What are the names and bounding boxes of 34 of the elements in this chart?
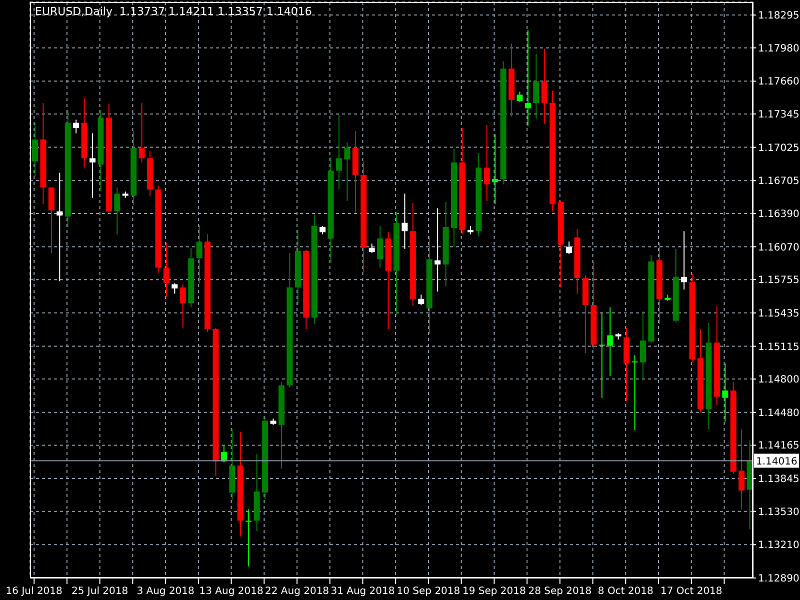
x-tick-label: 31 Aug 2018 xyxy=(330,586,395,597)
x-tick-label: 8 Oct 2018 xyxy=(598,586,654,597)
chart-title: EURUSD,Daily 1.13737 1.14211 1.13357 1.14016 xyxy=(35,5,312,18)
ref-line-label: 1.14016 xyxy=(756,456,798,468)
y-tick-label: 1.13210 xyxy=(758,540,800,552)
y-tick-label: 1.14480 xyxy=(758,408,800,419)
y-tick-label: 1.13845 xyxy=(758,474,800,486)
y-tick-label: 1.13530 xyxy=(758,506,800,518)
candlestick xyxy=(90,133,96,198)
x-tick-label: 3 Aug 2018 xyxy=(136,586,194,597)
y-tick-label: 1.17345 xyxy=(758,110,800,121)
y-tick-label: 1.15435 xyxy=(758,308,800,320)
x-tick-label: 13 Aug 2018 xyxy=(199,586,264,597)
x-tick-label: 22 Aug 2018 xyxy=(264,586,330,597)
y-tick-label: 1.17025 xyxy=(758,142,800,154)
x-tick-label: 16 Jul 2018 xyxy=(6,586,62,597)
x-tick-label: 28 Sep 2018 xyxy=(528,586,592,597)
y-tick-label: 1.15755 xyxy=(758,275,800,286)
y-tick-label: 1.16390 xyxy=(758,208,800,220)
y-tick-label: 1.15115 xyxy=(758,342,800,353)
candlestick xyxy=(246,509,252,567)
y-tick-label: 1.17980 xyxy=(758,43,800,54)
x-tick-label: 10 Sep 2018 xyxy=(396,586,460,597)
y-tick-label: 1.16705 xyxy=(758,176,800,188)
x-tick-label: 19 Sep 2018 xyxy=(462,586,526,597)
y-tick-label: 1.17660 xyxy=(758,76,800,88)
y-tick-label: 1.16070 xyxy=(758,242,800,254)
x-tick-label: 17 Oct 2018 xyxy=(660,586,722,597)
y-tick-label: 1.14800 xyxy=(758,374,800,386)
y-tick-label: 1.12890 xyxy=(758,574,800,585)
x-tick-label: 25 Jul 2018 xyxy=(72,586,128,597)
candlestick xyxy=(270,418,276,425)
y-tick-label: 1.18295 xyxy=(758,10,800,22)
y-tick-label: 1.14165 xyxy=(758,440,800,452)
